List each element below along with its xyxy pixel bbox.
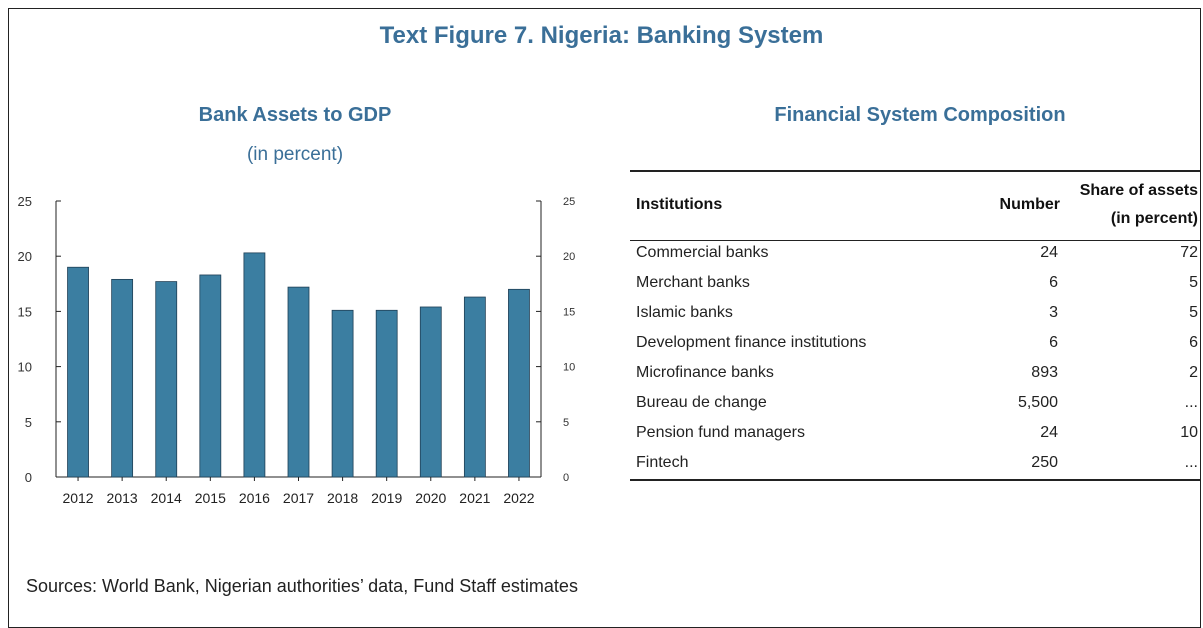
cell-share: ... (1184, 394, 1198, 411)
x-tick-label: 2021 (459, 490, 490, 506)
right-y-tick-label: 20 (563, 251, 575, 263)
table-bottom-rule (630, 479, 1200, 481)
x-tick-label: 2016 (239, 490, 270, 506)
cell-institution: Microfinance banks (636, 364, 774, 381)
bar (375, 309, 398, 478)
chart-subtitle: (in percent) (246, 144, 344, 165)
x-tick-label: 2019 (371, 490, 402, 506)
x-tick-label: 2015 (195, 490, 226, 506)
bar (287, 286, 310, 478)
cell-number: 24 (1040, 244, 1058, 261)
bar (111, 278, 134, 478)
cell-institution: Pension fund managers (636, 424, 805, 441)
cell-share: ... (1184, 454, 1198, 471)
table-row: Pension fund managers 24 10 (630, 420, 1200, 450)
x-tick-label: 2022 (503, 490, 534, 506)
cell-share: 5 (1189, 274, 1198, 291)
cell-institution: Merchant banks (636, 274, 750, 291)
left-y-tick-label: 20 (18, 249, 32, 264)
right-y-tick-label: 15 (563, 306, 575, 318)
x-tick-label: 2017 (283, 490, 314, 506)
cell-institution: Development finance institutions (636, 334, 867, 351)
right-y-tick-label: 5 (563, 417, 569, 429)
cell-share: 72 (1180, 244, 1198, 261)
cell-number: 3 (1049, 304, 1058, 321)
cell-institution: Commercial banks (636, 244, 769, 261)
left-y-tick-label: 0 (25, 470, 32, 485)
table-row: Development finance institutions 6 6 (630, 330, 1200, 360)
left-y-tick-label: 10 (18, 360, 32, 375)
cell-number: 24 (1040, 424, 1058, 441)
x-tick-label: 2020 (415, 490, 446, 506)
cell-share: 5 (1189, 304, 1198, 321)
header-institutions: Institutions (636, 196, 723, 213)
cell-number: 6 (1049, 274, 1058, 291)
cell-number: 893 (1031, 364, 1058, 381)
table-row: Commercial banks 24 72 (630, 240, 1200, 270)
table-row: Microfinance banks 893 2 (630, 360, 1200, 390)
header-number: Number (999, 196, 1060, 213)
bar (243, 252, 266, 478)
right-y-tick-label: 0 (563, 472, 569, 484)
x-tick-label: 2012 (62, 490, 93, 506)
x-tick-label: 2013 (107, 490, 138, 506)
x-tick-label: 2014 (151, 490, 182, 506)
cell-share: 6 (1189, 334, 1198, 351)
bar (67, 266, 89, 478)
table-row: Bureau de change 5,500 ... (630, 390, 1200, 420)
bar (508, 288, 530, 478)
left-y-tick-label: 25 (18, 194, 32, 209)
cell-share: 10 (1180, 424, 1198, 441)
figure-title: Text Figure 7. Nigeria: Banking System (379, 22, 824, 49)
table-row: Islamic banks 3 5 (630, 300, 1200, 330)
bar (419, 306, 442, 478)
cell-number: 250 (1031, 454, 1058, 471)
bar (155, 281, 178, 478)
bar (199, 274, 222, 478)
right-y-tick-label: 10 (563, 362, 575, 374)
table-row: Merchant banks 6 5 (630, 270, 1200, 300)
left-y-tick-label: 15 (18, 304, 32, 319)
cell-number: 5,500 (1017, 394, 1058, 411)
cell-institution: Bureau de change (636, 394, 767, 411)
table-row: Fintech 250 ... (630, 450, 1200, 480)
table-title: Financial System Composition (774, 104, 1066, 126)
left-y-tick-label: 5 (25, 415, 32, 430)
table-top-rule (630, 170, 1200, 172)
chart-title: Bank Assets to GDP (198, 104, 392, 126)
bar (463, 296, 486, 478)
x-tick-label: 2018 (327, 490, 358, 506)
header-share-line1: Share of assets (1079, 182, 1198, 199)
table-header-rule (630, 240, 1200, 241)
bar (331, 309, 354, 478)
cell-institution: Fintech (636, 454, 689, 471)
cell-number: 6 (1049, 334, 1058, 351)
cell-share: 2 (1189, 364, 1198, 381)
header-share-line2: (in percent) (1110, 210, 1198, 227)
cell-institution: Islamic banks (636, 304, 733, 321)
sources-note: Sources: World Bank, Nigerian authoritie… (26, 576, 578, 596)
right-y-tick-label: 25 (563, 196, 575, 208)
